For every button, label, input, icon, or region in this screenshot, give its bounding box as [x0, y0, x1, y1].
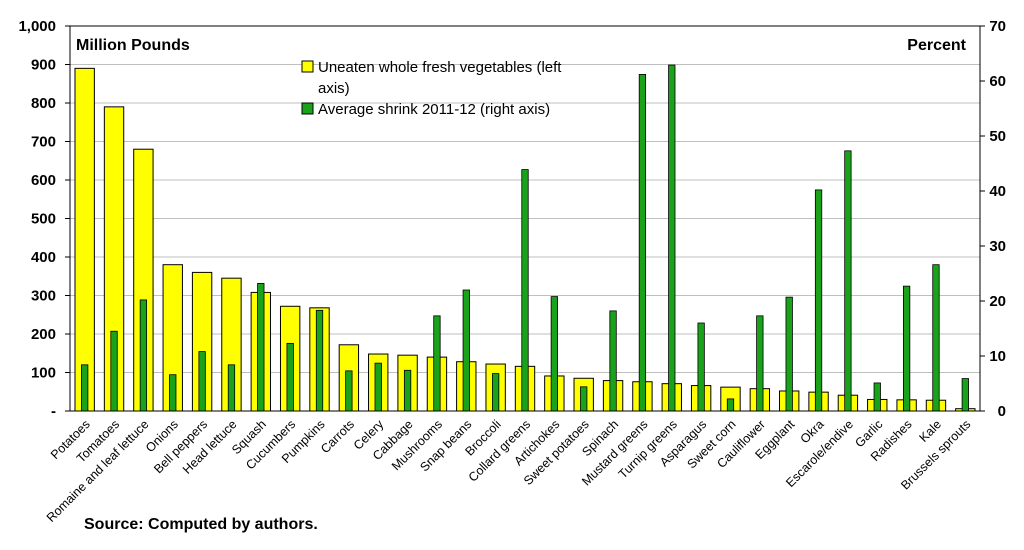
- bar-shrink: [139, 299, 148, 412]
- bar-shrink: [756, 315, 764, 412]
- left-axis-ticks: - 100 200 300 400 500 600 700 800 900 1,000: [18, 18, 70, 420]
- left-tick-label: 300: [31, 288, 56, 305]
- right-tick-label: 60: [989, 73, 1006, 90]
- bar-shrink: [198, 351, 206, 412]
- bar-shrink: [345, 370, 353, 412]
- right-tick-label: 10: [989, 348, 1006, 365]
- bar-shrink: [638, 74, 647, 412]
- left-tick-label: 1,000: [18, 18, 56, 35]
- bar-shrink: [227, 364, 236, 412]
- legend-label-shrink: Average shrink 2011-12 (right axis): [318, 101, 550, 118]
- bar-shrink: [726, 398, 735, 412]
- bar-shrink: [433, 315, 441, 412]
- legend-label-uneaten-line2: axis): [318, 80, 350, 97]
- left-tick-label: 100: [31, 365, 56, 382]
- bar-shrink: [374, 362, 382, 412]
- right-tick-label: 20: [989, 293, 1006, 310]
- right-tick-label: 70: [989, 18, 1006, 35]
- bar-shrink: [609, 310, 617, 412]
- bar-shrink: [169, 374, 177, 412]
- left-tick-label: 900: [31, 57, 56, 74]
- bar-shrink: [844, 150, 852, 412]
- left-tick-label: 200: [31, 326, 56, 343]
- bar-shrink: [697, 322, 705, 412]
- bar-shrink: [81, 364, 89, 412]
- bar-shrink: [257, 282, 265, 412]
- left-axis-title: Million Pounds: [76, 37, 190, 54]
- bar-shrink: [550, 296, 558, 412]
- source-note: Source: Computed by authors.: [84, 516, 318, 533]
- bar-shrink: [961, 378, 969, 412]
- legend: Uneaten whole fresh vegetables (left axi…: [301, 59, 562, 118]
- legend-label-uneaten-line1: Uneaten whole fresh vegetables (left: [318, 59, 562, 76]
- right-tick-label: 0: [998, 403, 1006, 420]
- legend-swatch-shrink: [301, 102, 314, 115]
- left-tick-label: 500: [31, 211, 56, 228]
- bar-shrink: [932, 264, 940, 412]
- bar-shrink: [403, 369, 412, 412]
- bar-shrink: [580, 386, 588, 412]
- left-tick-label: 700: [31, 134, 56, 151]
- bar-shrink: [492, 373, 500, 412]
- left-tick-label: -: [51, 403, 56, 420]
- right-axis-title: Percent: [907, 37, 966, 54]
- bar-shrink: [462, 289, 470, 412]
- bar-uneaten: [74, 67, 95, 412]
- bar-shrink: [873, 382, 881, 412]
- left-tick-label: 600: [31, 172, 56, 189]
- bar-shrink: [315, 309, 324, 412]
- left-tick-label: 800: [31, 95, 56, 112]
- bar-shrink: [668, 64, 676, 412]
- bar-shrink: [902, 285, 911, 412]
- bar-shrink: [521, 169, 529, 412]
- right-tick-label: 50: [989, 128, 1006, 145]
- bar-shrink: [785, 296, 793, 412]
- legend-swatch-uneaten: [301, 60, 314, 73]
- right-tick-label: 30: [989, 238, 1006, 255]
- category-label: Carrots: [318, 417, 357, 456]
- right-axis-ticks: 0 10 20 30 40 50 60 70: [980, 18, 1006, 420]
- bar-shrink: [110, 330, 118, 412]
- bar-shrink: [286, 342, 294, 412]
- left-tick-label: 400: [31, 249, 56, 266]
- right-tick-label: 40: [989, 183, 1006, 200]
- bar-shrink: [814, 189, 823, 412]
